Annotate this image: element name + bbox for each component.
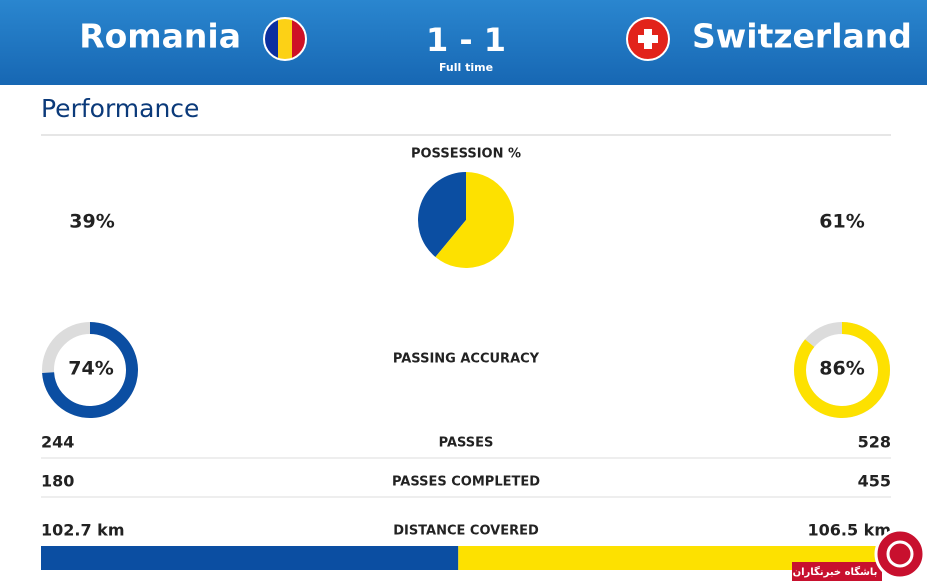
home-passes-completed: 180	[41, 472, 74, 491]
away-passes: 528	[858, 433, 891, 452]
romania-flag	[263, 17, 307, 61]
watermark: باشگاه خبرنگاران	[792, 528, 926, 581]
home-distance: 102.7 km	[41, 521, 125, 540]
donut-arc	[42, 322, 138, 418]
passes-label: PASSES	[439, 436, 494, 451]
donut-arc	[794, 322, 890, 418]
possession-label: POSSESSION %	[411, 147, 521, 162]
pie-slice	[435, 172, 514, 268]
away-accuracy: 86%	[819, 358, 864, 380]
match-status: Full time	[439, 61, 493, 74]
accuracy-label: PASSING ACCURACY	[393, 352, 540, 367]
watermark-text: باشگاه خبرنگاران	[793, 565, 878, 578]
score: 1 - 1	[426, 21, 506, 59]
away-possession: 61%	[819, 211, 864, 233]
passes-completed-label: PASSES COMPLETED	[392, 475, 540, 490]
pie-slice	[418, 172, 466, 257]
home-possession: 39%	[69, 211, 114, 233]
marks	[41, 172, 891, 570]
home-passes: 244	[41, 433, 74, 452]
header-bar	[0, 0, 927, 85]
switzerland-flag	[626, 17, 670, 61]
away-passes-completed: 455	[858, 472, 891, 491]
section-title: Performance	[41, 94, 199, 123]
distance-label: DISTANCE COVERED	[393, 524, 539, 539]
away-team: Switzerland	[692, 17, 912, 56]
home-team: Romania	[79, 17, 241, 56]
home-accuracy: 74%	[68, 358, 113, 380]
away-distance: 106.5 km	[808, 521, 892, 540]
distance-bar	[41, 546, 459, 570]
